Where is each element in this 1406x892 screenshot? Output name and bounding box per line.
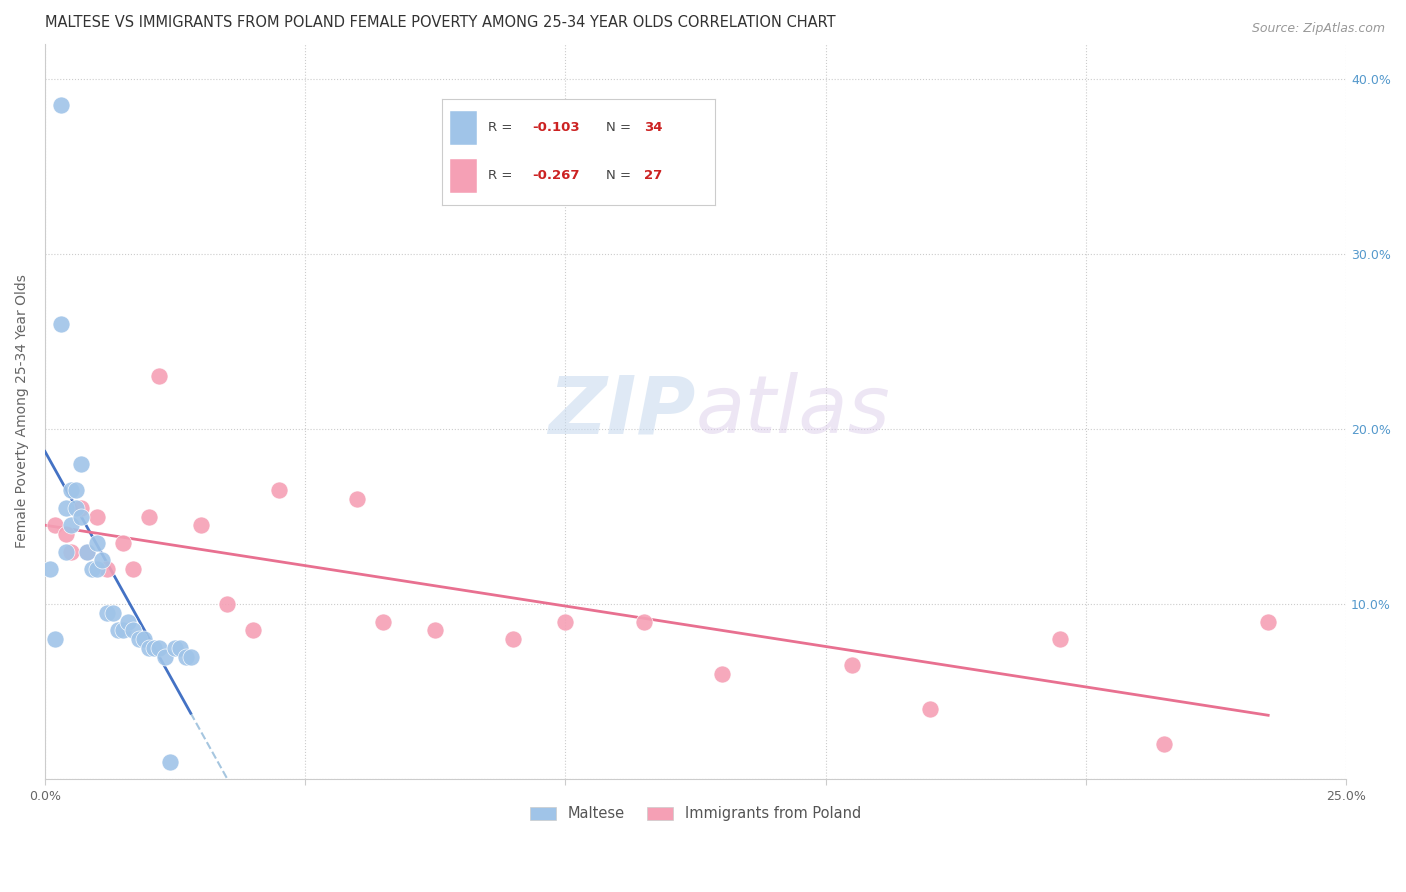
Point [59,518,82,533]
Point [148,640,170,655]
Point [1049,632,1071,647]
Point [76,544,98,558]
Point [65,500,87,515]
Point [70,509,93,524]
Point [59,483,82,498]
Point [138,640,160,655]
Point [122,624,145,638]
Point [39,562,62,576]
Point [55,500,77,515]
Point [148,369,170,384]
Point [269,483,291,498]
Point [346,491,368,506]
Point [49,317,72,331]
Point [242,624,264,638]
Point [65,483,87,498]
Point [117,615,139,629]
Point [180,649,202,664]
Point [554,615,576,629]
Point [91,553,114,567]
Point [107,624,129,638]
Point [425,624,447,638]
Point [122,562,145,576]
Point [86,562,108,576]
Point [96,562,118,576]
Point [138,509,160,524]
Point [112,536,135,550]
Point [49,98,72,112]
Legend: Maltese, Immigrants from Poland: Maltese, Immigrants from Poland [524,800,868,827]
Point [169,640,191,655]
Point [633,615,655,629]
Text: MALTESE VS IMMIGRANTS FROM POLAND FEMALE POVERTY AMONG 25-34 YEAR OLDS CORRELATI: MALTESE VS IMMIGRANTS FROM POLAND FEMALE… [45,15,835,30]
Point [44,632,66,647]
Point [165,640,187,655]
Point [217,597,239,611]
Point [55,544,77,558]
Point [1257,615,1279,629]
Text: ZIP: ZIP [548,373,696,450]
Point [841,658,863,673]
Point [80,562,103,576]
Point [44,518,66,533]
Point [59,544,82,558]
Point [373,615,395,629]
Text: Source: ZipAtlas.com: Source: ZipAtlas.com [1251,22,1385,36]
Y-axis label: Female Poverty Among 25-34 Year Olds: Female Poverty Among 25-34 Year Olds [15,275,30,549]
Text: atlas: atlas [696,373,890,450]
Point [70,457,93,471]
Point [918,702,941,716]
Point [1153,737,1175,751]
Point [86,536,108,550]
Point [159,755,181,769]
Point [101,606,124,620]
Point [143,640,166,655]
Point [128,632,150,647]
Point [86,509,108,524]
Point [502,632,524,647]
Point [96,606,118,620]
Point [55,527,77,541]
Point [190,518,212,533]
Point [70,500,93,515]
Point [174,649,197,664]
Point [132,632,155,647]
Point [710,667,733,681]
Point [112,624,135,638]
Point [76,544,98,558]
Point [153,649,176,664]
